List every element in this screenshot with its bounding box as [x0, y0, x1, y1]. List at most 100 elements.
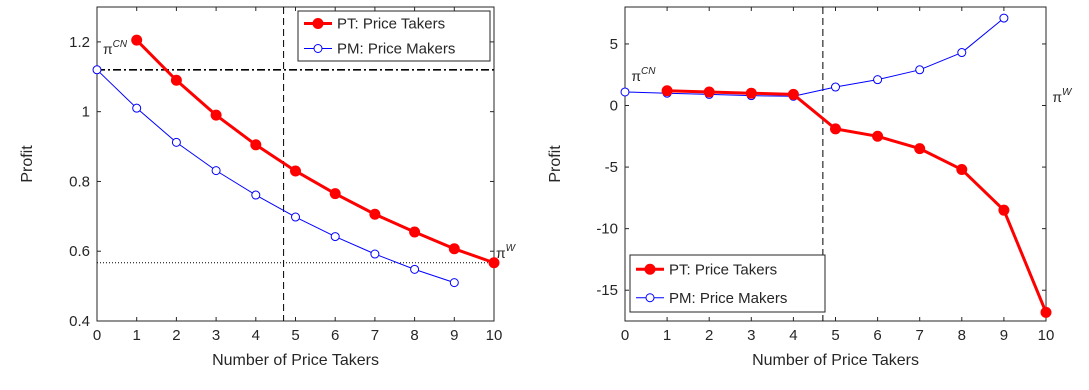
data-point-pm [449, 278, 459, 288]
annotation-base: π [1052, 89, 1062, 105]
data-point-pm [132, 103, 142, 113]
legend-swatch-marker [312, 18, 324, 29]
data-point-pt [250, 139, 262, 151]
data-point-pt [745, 87, 757, 99]
data-point-pt [409, 226, 421, 238]
legend-label-pt: PT: Price Takers [669, 261, 777, 278]
legend-swatch-marker [644, 263, 656, 275]
legend-label-pm: PM: Price Makers [337, 41, 455, 58]
series-line-pt [135, 39, 495, 265]
x-tick-label: 4 [789, 327, 797, 344]
y-tick-label: 0.8 [69, 173, 90, 190]
annotation-base: π [496, 245, 506, 261]
data-point-pm [620, 87, 630, 97]
data-point-pt [488, 257, 500, 269]
x-tick-label: 0 [621, 327, 629, 344]
x-tick-label: 0 [93, 327, 101, 344]
x-tick-label: 8 [410, 327, 418, 344]
x-tick-label: 9 [450, 327, 458, 344]
series-line-pm [624, 17, 1005, 97]
legend-label-pt: PT: Price Takers [337, 16, 445, 33]
x-tick-label: 4 [252, 327, 260, 344]
data-point-pm [211, 166, 221, 176]
y-tick-label: 0.6 [69, 243, 90, 260]
legend-label-pm: PM: Price Makers [669, 290, 787, 307]
legend-box [297, 10, 491, 62]
annotation-superscript: W [506, 243, 517, 254]
data-point-pm [915, 65, 925, 75]
legend: PT: Price Takers PM: Price Makers [629, 254, 826, 313]
annotation-superscript: CN [113, 39, 128, 50]
x-tick-label: 8 [958, 327, 966, 344]
x-tick-label: 9 [1000, 327, 1008, 344]
data-point-pm [873, 75, 883, 85]
y-tick-label: 0.4 [69, 313, 90, 330]
data-point-pm [957, 48, 967, 58]
data-point-pm [370, 249, 380, 259]
data-point-pt [448, 243, 460, 255]
legend-swatch-marker [313, 44, 323, 53]
y-axis-label: Profit [19, 145, 36, 183]
x-tick-label: 6 [873, 327, 881, 344]
data-point-pt [787, 88, 799, 100]
data-point-pt [872, 130, 884, 142]
data-point-pt [131, 34, 143, 46]
legend-swatch-marker [645, 293, 655, 303]
legend-box [629, 254, 826, 313]
x-tick-label: 2 [172, 327, 180, 344]
annotation-pi-w: πW [496, 243, 517, 261]
annotation-base: π [631, 68, 641, 84]
annotation-base: π [103, 41, 113, 57]
x-tick-label: 5 [831, 327, 839, 344]
y-tick-label: 1.2 [69, 34, 90, 51]
series-line-pm [96, 69, 455, 284]
x-tick-label: 1 [133, 327, 141, 344]
series-line-pt [667, 89, 1048, 313]
data-point-pt [329, 188, 341, 200]
annotation-superscript: W [1062, 87, 1073, 98]
y-tick-label: 1 [82, 104, 90, 121]
data-point-pt [290, 165, 301, 177]
y-axis-label: Profit [547, 145, 564, 183]
x-axis-label: Number of Price Takers [752, 352, 919, 369]
data-point-pt [914, 143, 926, 155]
x-tick-label: 5 [291, 327, 299, 344]
x-tick-label: 1 [663, 327, 671, 344]
y-tick-label: -5 [605, 159, 618, 176]
data-point-pm [831, 82, 840, 92]
y-tick-label: 0 [610, 98, 618, 115]
data-point-pt [661, 85, 673, 97]
data-point-pt [1040, 306, 1052, 318]
chart-panel-right: 0 1 2 3 4 5 6 7 8 9 10 -15 -10 -5 0 5 Number of Price Ta… [547, 6, 1073, 369]
chart-panel-left: 0 1 2 3 4 5 6 7 8 9 10 0.4 0.6 0.8 1 1.2 Number of Price… [19, 6, 517, 369]
data-point-pt [830, 123, 841, 135]
data-point-pt [956, 164, 968, 176]
y-tick-label: -15 [596, 282, 618, 299]
annotation-pi-cn: πCN [631, 66, 656, 84]
x-tick-label: 7 [371, 327, 379, 344]
data-point-pm [410, 264, 420, 274]
y-tick-label: -10 [596, 221, 618, 238]
data-point-pm [92, 65, 102, 75]
x-tick-label: 3 [747, 327, 755, 344]
annotation-superscript: CN [641, 66, 656, 77]
x-tick-label: 3 [212, 327, 220, 344]
data-point-pm [999, 13, 1009, 23]
data-point-pm [291, 212, 300, 222]
legend: PT: Price Takers PM: Price Makers [297, 10, 491, 62]
data-point-pm [330, 232, 340, 242]
x-tick-label: 6 [331, 327, 339, 344]
x-tick-label: 2 [705, 327, 713, 344]
data-point-pt [998, 204, 1010, 216]
x-axis-label: Number of Price Takers [212, 352, 379, 369]
x-tick-label: 10 [1038, 327, 1055, 344]
annotation-pi-w: πW [1052, 87, 1073, 105]
y-tick-label: 5 [610, 36, 618, 53]
x-tick-label: 7 [916, 327, 924, 344]
data-point-pt [369, 208, 381, 220]
data-point-pt [703, 86, 715, 98]
data-point-pm [251, 190, 261, 200]
annotation-pi-cn: πCN [103, 39, 128, 57]
